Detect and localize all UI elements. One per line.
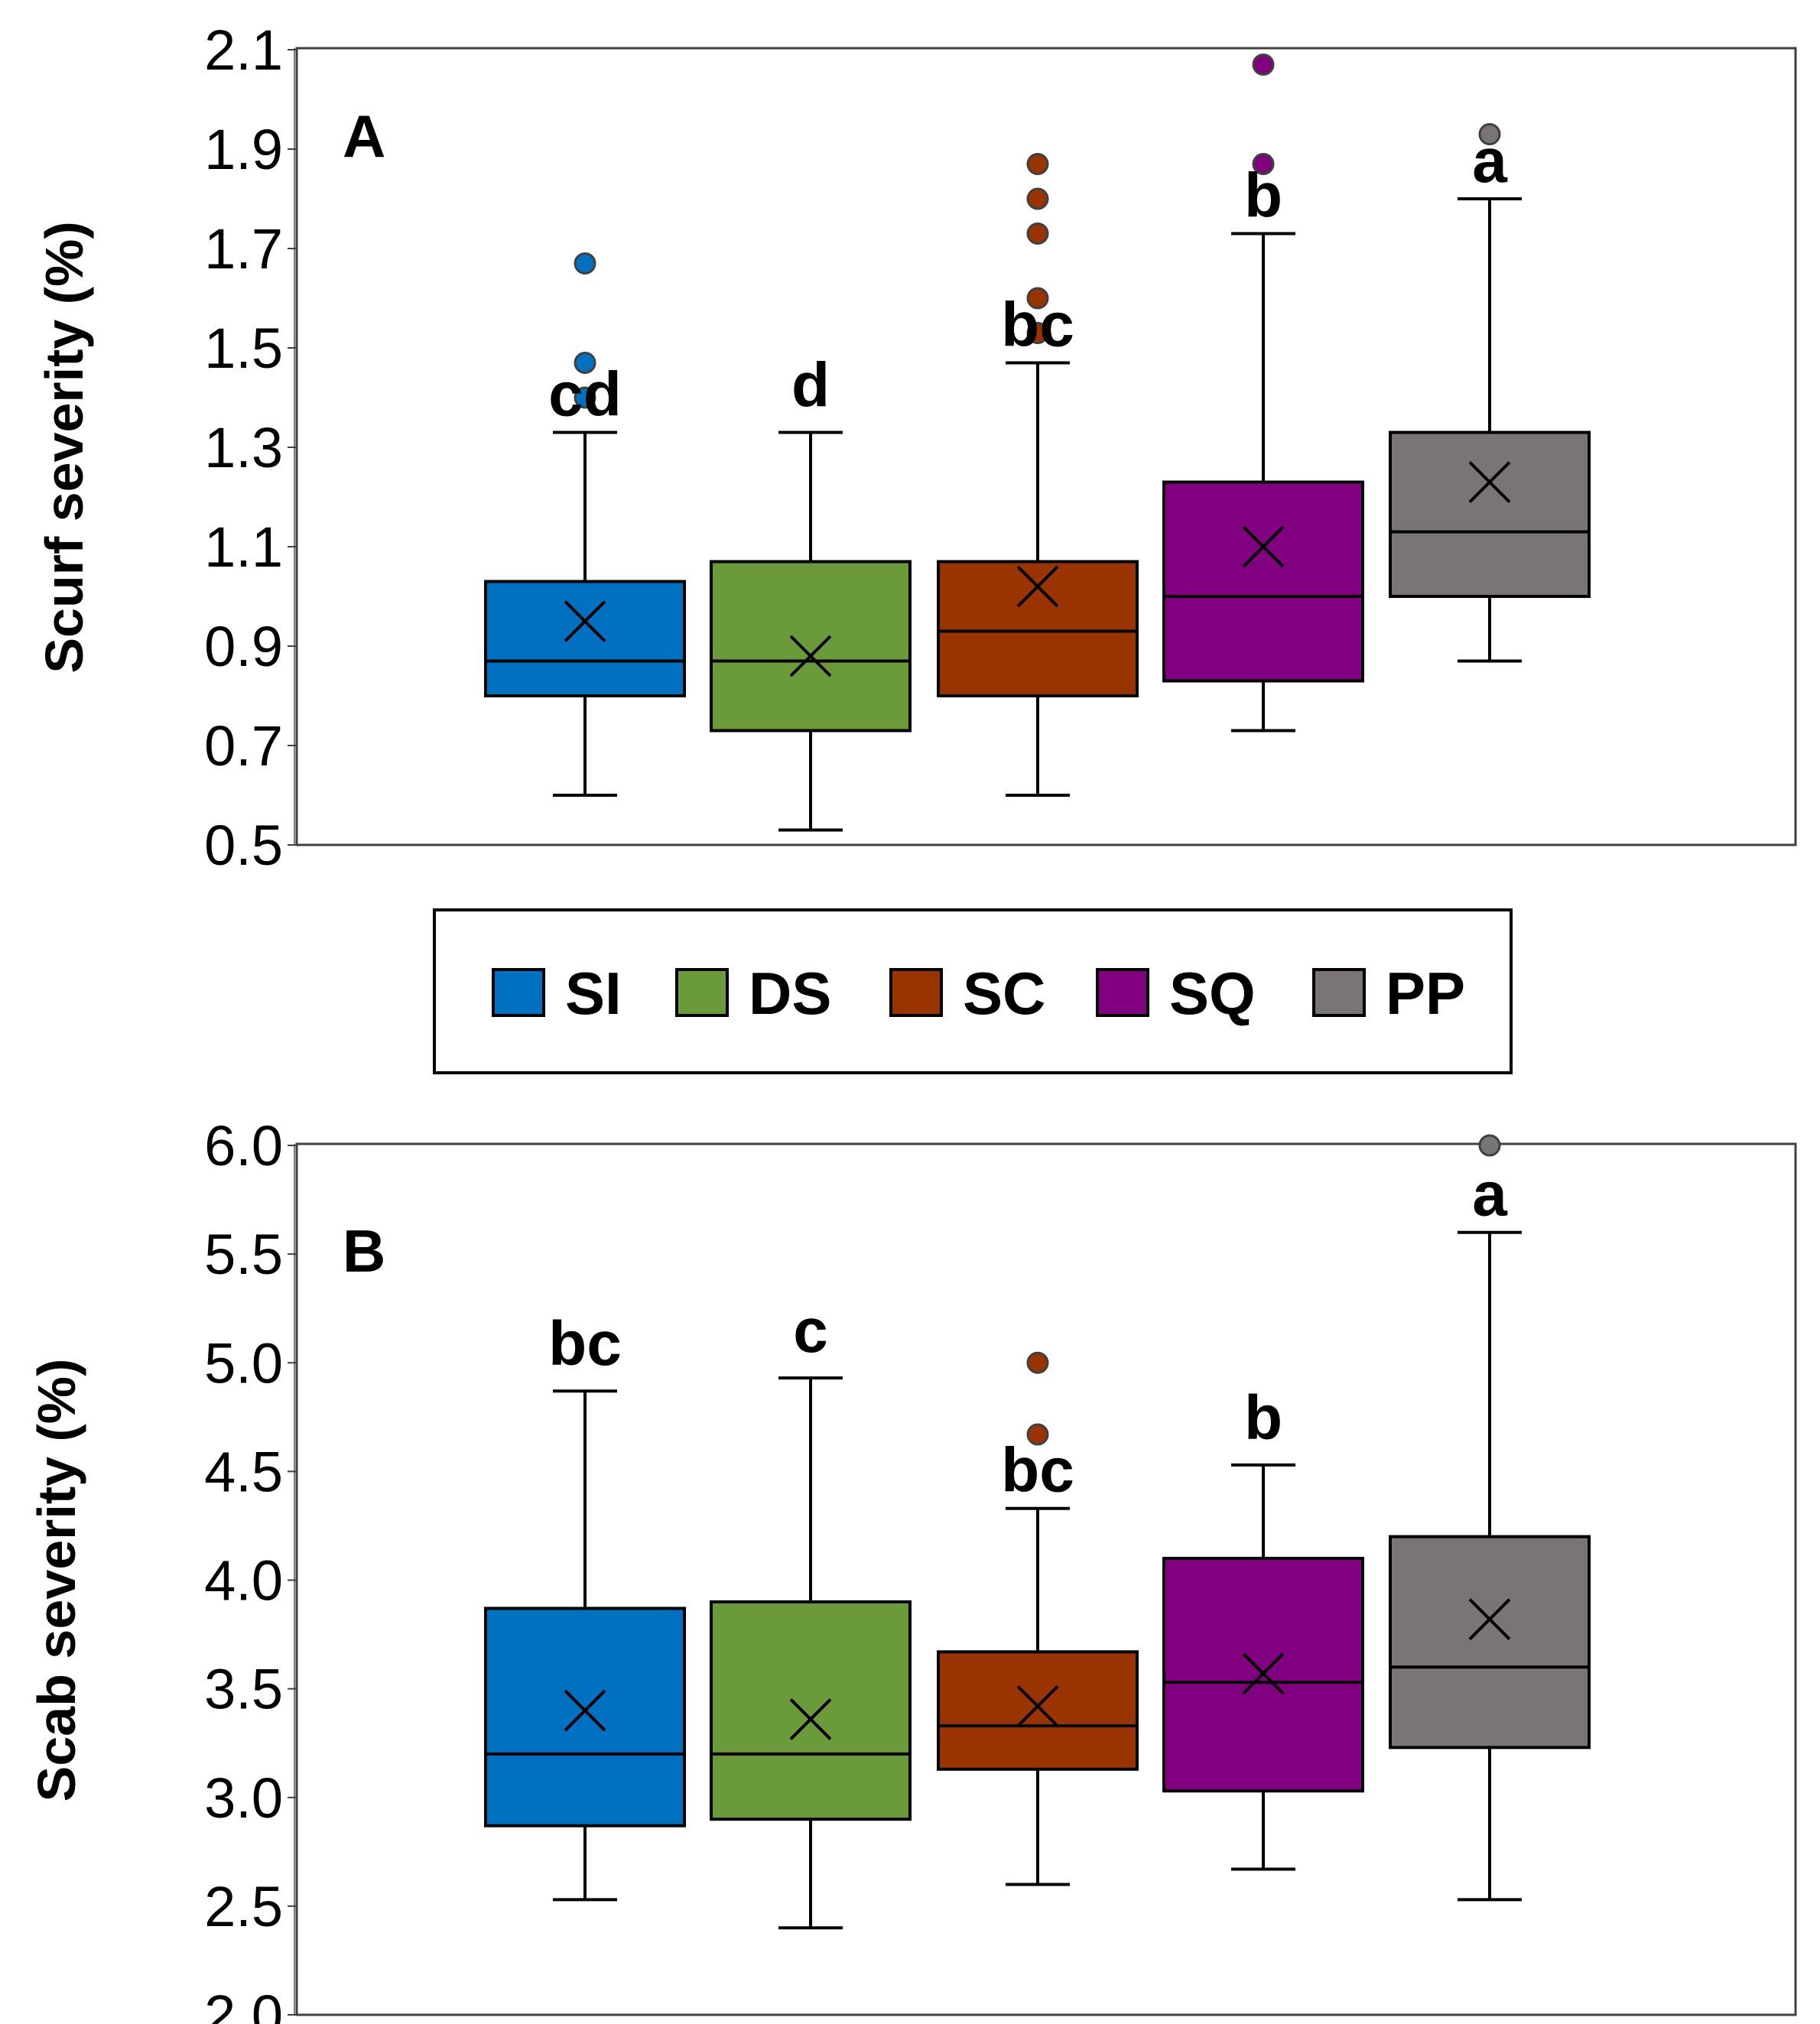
significance-letter: bc — [548, 1309, 622, 1379]
p2-y-tick-label: 3.5 — [204, 1658, 283, 1721]
iqr-box — [1389, 1535, 1591, 1749]
outlier-point — [1026, 153, 1049, 175]
mean-marker — [564, 1689, 606, 1732]
p1-panel-label: A — [343, 102, 385, 170]
legend-label-si: SI — [565, 960, 622, 1027]
iqr-box — [484, 1607, 686, 1827]
p1-box-pp: a — [1389, 123, 1591, 663]
p2-y-tick-label: 2.0 — [204, 1983, 283, 2024]
mean-marker — [1468, 1598, 1511, 1641]
significance-letter: b — [1244, 161, 1282, 231]
iqr-box — [484, 580, 686, 697]
outlier-point — [1026, 287, 1049, 310]
outlier-point — [1026, 322, 1049, 344]
p2-box-si: bc — [484, 1309, 686, 1902]
p1-y-tick-label: 1.7 — [204, 217, 283, 281]
legend-label-sq: SQ — [1169, 960, 1256, 1027]
p2-y-tick-label: 5.0 — [204, 1331, 283, 1395]
outlier-point — [1252, 153, 1275, 175]
p2-y-tick-label: 3.0 — [204, 1766, 283, 1830]
p1-y-tick-label: 0.5 — [204, 814, 283, 877]
legend-swatch-pp — [1312, 968, 1366, 1017]
outlier-point — [574, 252, 596, 275]
mean-marker — [1468, 461, 1511, 503]
mean-marker — [1242, 525, 1285, 568]
outlier-point — [1026, 223, 1049, 245]
panel-a-scurf-severity: 0.5 0.7 0.9 1.1 1.3 1.5 1.7 1.9 2.1 Scurf severit… — [34, 18, 1797, 877]
p1-box-sc: bc — [937, 153, 1139, 797]
iqr-box — [937, 560, 1139, 697]
p1-y-tick-label: 1.1 — [204, 515, 283, 579]
p1-y-tick-label: 2.1 — [204, 18, 283, 82]
outlier-point — [574, 352, 596, 374]
mean-marker — [564, 600, 606, 642]
p1-y-tick-label: 0.7 — [204, 714, 283, 778]
p2-box-pp: a — [1389, 1134, 1591, 1902]
legend-label-sc: SC — [963, 960, 1045, 1027]
outlier-point — [1026, 1423, 1049, 1446]
iqr-box — [710, 560, 912, 733]
iqr-box — [710, 1600, 912, 1821]
iqr-box — [937, 1650, 1139, 1771]
legend: SI DS SC SQ PP — [433, 908, 1513, 1074]
outlier-point — [1478, 1134, 1501, 1157]
outlier-point — [574, 386, 596, 409]
mean-marker — [789, 1698, 832, 1740]
p2-y-tick-label: 2.5 — [204, 1875, 283, 1938]
outlier-point — [1478, 123, 1501, 145]
p2-box-sq: b — [1162, 1383, 1364, 1871]
p1-y-axis-label: Scurf severity (%) — [34, 221, 94, 673]
p2-box-ds: c — [710, 1296, 912, 1930]
legend-label-ds: DS — [749, 960, 831, 1027]
significance-letter: d — [791, 351, 830, 421]
legend-swatch-ds — [675, 968, 729, 1017]
p1-y-tick-label: 0.9 — [204, 615, 283, 678]
significance-letter: a — [1472, 1160, 1508, 1230]
mean-marker — [1016, 1685, 1059, 1727]
p2-y-tick-label: 4.5 — [204, 1440, 283, 1503]
p2-y-tick-label: 4.0 — [204, 1549, 283, 1613]
outlier-point — [1026, 187, 1049, 210]
legend-swatch-si — [492, 968, 545, 1017]
p2-y-tick-label: 5.5 — [204, 1223, 283, 1286]
p1-y-tick-label: 1.9 — [204, 118, 283, 181]
iqr-box — [1389, 430, 1591, 598]
iqr-box — [1162, 480, 1364, 683]
significance-letter: c — [793, 1296, 828, 1366]
mean-marker — [789, 635, 832, 677]
p2-panel-label: B — [343, 1217, 385, 1285]
significance-letter: cd — [548, 360, 622, 430]
outlier-point — [1252, 54, 1275, 76]
legend-swatch-sc — [889, 968, 943, 1017]
significance-letter: b — [1244, 1383, 1282, 1453]
outlier-point — [1026, 1351, 1049, 1374]
p2-box-sc: bc — [937, 1351, 1139, 1886]
panel-b-scab-severity: 2.0 2.5 3.0 3.5 4.0 4.5 5.0 5.5 6.0 Scab severity… — [27, 1114, 1797, 2024]
p1-box-si: cd — [484, 252, 686, 797]
p1-box-ds: d — [710, 351, 912, 832]
significance-letter: bc — [1001, 1436, 1074, 1506]
significance-letter: bc — [1001, 291, 1074, 360]
legend-label-pp: PP — [1386, 960, 1465, 1027]
legend-swatch-sq — [1096, 968, 1149, 1017]
p1-y-tick-label: 1.5 — [204, 317, 283, 380]
p2-y-axis-label: Scab severity (%) — [27, 1359, 86, 1802]
p1-y-tick-label: 1.3 — [204, 416, 283, 479]
mean-marker — [1242, 1652, 1285, 1695]
mean-marker — [1016, 565, 1059, 608]
p1-box-sq: b — [1162, 54, 1364, 733]
p2-y-tick-label: 6.0 — [204, 1114, 283, 1178]
significance-letter: a — [1472, 126, 1508, 196]
